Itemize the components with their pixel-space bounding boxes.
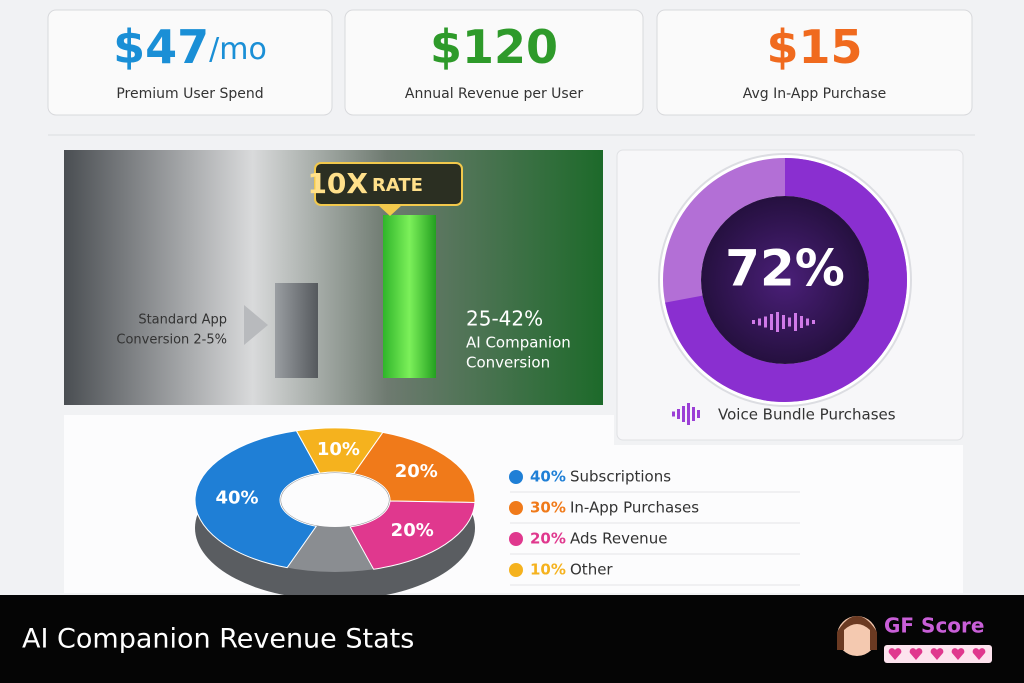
stat-value: $120	[430, 20, 558, 74]
card	[47, 9, 333, 116]
donut-slice	[352, 431, 476, 504]
hearts	[888, 648, 986, 660]
wave-bar	[692, 407, 695, 421]
stat-number: $120	[430, 20, 558, 74]
wave-bar	[682, 406, 685, 422]
footer-title: AI Companion Revenue Stats	[22, 624, 414, 655]
stat-unit: /mo	[209, 32, 267, 67]
legend-name: Other	[570, 561, 613, 579]
wave-bar	[764, 316, 767, 328]
stat-number: $47	[113, 20, 209, 74]
stat-value: $47/mo	[113, 20, 267, 74]
standard-label: Conversion 2-5%	[116, 333, 227, 348]
donut-label: 40%	[216, 487, 259, 508]
arrow	[244, 305, 268, 345]
ai-bar	[383, 215, 436, 378]
legend-dot	[509, 501, 523, 515]
wave-bar	[800, 316, 803, 328]
heart	[972, 648, 986, 660]
legend-dot	[509, 470, 523, 484]
legend-name: Ads Revenue	[570, 530, 667, 548]
ai-label: AI Companion	[466, 334, 571, 352]
wave-bar	[812, 320, 815, 324]
donut: 40% 10% 20% 20%	[194, 427, 476, 570]
voice-label: Voice Bundle Purchases	[718, 406, 896, 424]
stat-number: $15	[766, 20, 862, 74]
badge-suffix: RATE	[372, 175, 423, 196]
wave-bar	[677, 409, 680, 419]
legend-pct: 30%	[530, 499, 566, 517]
stat-label: Avg In-App Purchase	[743, 86, 887, 102]
wave-bar	[788, 317, 791, 327]
legend-name: Subscriptions	[570, 468, 671, 486]
waveform	[672, 312, 815, 425]
donut-label: 20%	[391, 520, 434, 541]
stat-cards	[47, 9, 973, 116]
legend-panel	[495, 445, 963, 593]
legend-name: In-App Purchases	[570, 499, 699, 517]
donut-label: 10%	[317, 439, 360, 460]
wave-bar	[687, 403, 690, 425]
wave-bar	[758, 318, 761, 326]
ai-range: 25-42%	[466, 307, 543, 331]
badge-pointer	[378, 205, 402, 216]
heart	[909, 648, 923, 660]
standard-bar	[275, 283, 318, 378]
donut-label: 20%	[395, 461, 438, 482]
wave-bar	[770, 314, 773, 330]
voice-value: 72%	[725, 240, 845, 298]
stat-label: Annual Revenue per User	[405, 86, 583, 102]
donut-hole	[281, 473, 389, 527]
stat-label: Premium User Spend	[116, 86, 263, 102]
heart	[930, 648, 944, 660]
legend-dot	[509, 532, 523, 546]
legend-dot	[509, 563, 523, 577]
wave-bar	[752, 320, 755, 324]
ring-core	[701, 196, 869, 364]
standard-label: Standard App	[138, 313, 227, 328]
voice-arc	[663, 158, 907, 402]
donut-slice	[194, 430, 321, 569]
wave-bar	[794, 313, 797, 331]
brand: GF Score	[884, 614, 984, 638]
legend-pct: 20%	[530, 530, 566, 548]
heart	[951, 648, 965, 660]
ai-label: Conversion	[466, 354, 550, 372]
legend-pct: 10%	[530, 561, 566, 579]
donut-slice	[349, 500, 476, 570]
heart	[888, 648, 902, 660]
wave-bar	[806, 318, 809, 326]
wave-bar	[776, 312, 779, 332]
card	[656, 9, 973, 116]
stat-value: $15	[766, 20, 862, 74]
badge-value: 10X	[307, 167, 368, 200]
wave-bar	[672, 411, 675, 417]
avatar-hair	[837, 616, 877, 650]
wave-bar	[782, 315, 785, 329]
card	[344, 9, 644, 116]
legend-pct: 40%	[530, 468, 566, 486]
wave-bar	[697, 410, 700, 418]
